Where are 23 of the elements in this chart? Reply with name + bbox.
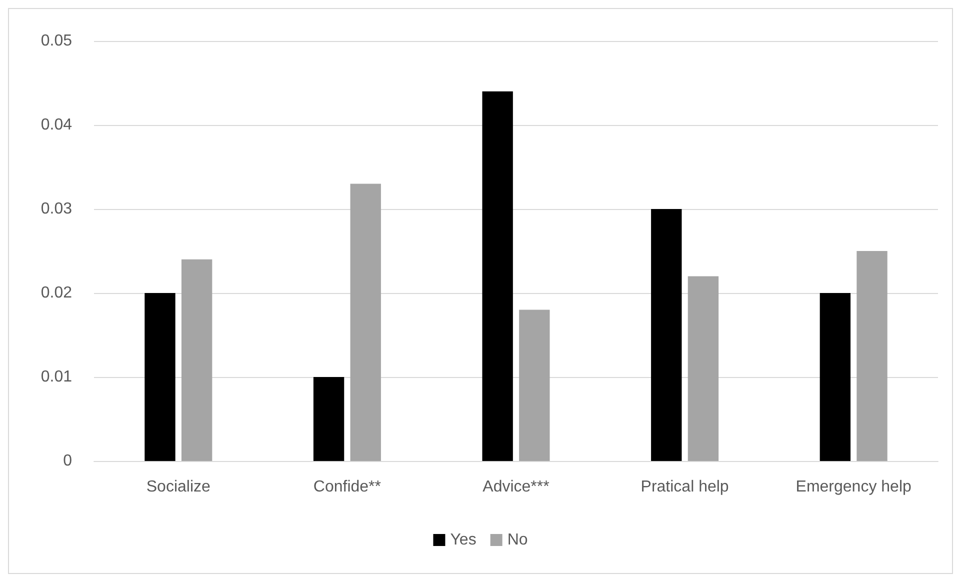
bar	[688, 276, 719, 461]
bar	[313, 377, 344, 461]
x-tick-label: Pratical help	[640, 478, 729, 496]
bar	[820, 293, 851, 461]
bar	[482, 91, 513, 461]
y-tick-label: 0.04	[40, 116, 72, 134]
y-tick-label: 0	[63, 452, 72, 470]
legend-label: No	[507, 532, 528, 548]
y-tick-label: 0.01	[40, 368, 72, 386]
legend-label: Yes	[450, 532, 476, 548]
y-tick-label: 0.03	[40, 200, 72, 218]
bar	[519, 310, 550, 461]
x-tick-label: Emergency help	[796, 478, 912, 496]
bar	[651, 209, 682, 461]
bar	[144, 293, 176, 461]
bar	[350, 184, 381, 461]
x-tick-label: Confide**	[313, 478, 382, 496]
x-tick-label: Socialize	[146, 478, 211, 496]
y-tick-label: 0.02	[40, 284, 72, 302]
y-tick-label: 0.05	[40, 32, 72, 50]
bar	[181, 259, 212, 461]
x-tick-label: Advice***	[482, 478, 550, 496]
bar	[856, 251, 888, 461]
